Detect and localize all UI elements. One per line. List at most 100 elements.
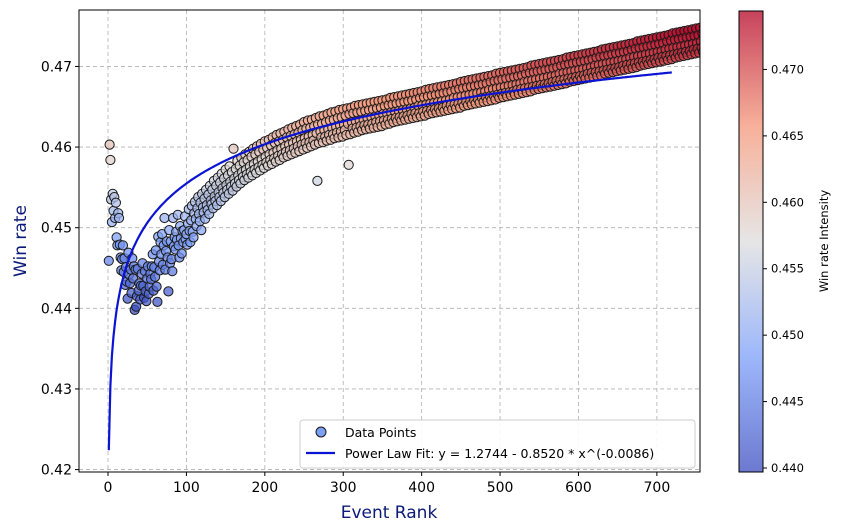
legend: Data Points Power Law Fit: y = 1.2744 - … xyxy=(299,419,696,469)
x-tick-label: 400 xyxy=(408,480,435,496)
data-point xyxy=(104,139,115,150)
data-point xyxy=(703,22,712,31)
data-point xyxy=(702,28,711,37)
x-tick-label: 600 xyxy=(565,480,592,496)
data-point xyxy=(778,5,787,14)
x-tick-label: 100 xyxy=(173,480,200,496)
data-point xyxy=(188,232,199,243)
data-point xyxy=(103,255,114,266)
data-point xyxy=(721,24,730,33)
data-point xyxy=(728,36,737,45)
x-axis-label: Event Rank xyxy=(341,503,438,523)
data-point xyxy=(721,39,730,48)
data-point xyxy=(715,19,724,28)
legend-label-fit-line: Power Law Fit: y = 1.2744 - 0.8520 * x^(… xyxy=(345,446,654,461)
data-point xyxy=(723,18,732,27)
data-point xyxy=(771,20,780,29)
y-tick-label: 0.42 xyxy=(41,463,72,479)
data-point xyxy=(718,43,727,52)
data-point xyxy=(768,27,777,36)
colorbar-tick-label: 0.470 xyxy=(771,62,804,76)
x-tick-label: 0 xyxy=(104,480,113,496)
data-point xyxy=(726,41,735,50)
colorbar: 0.440 0.445 0.450 0.455 0.460 0.465 0.470 Win … xyxy=(738,10,831,475)
data-point xyxy=(775,19,784,28)
colorbar-tick-label: 0.440 xyxy=(771,461,804,475)
data-point xyxy=(110,197,122,208)
x-axis-ticks: 0 100 200 300 400 500 600 700 xyxy=(104,472,670,496)
x-tick-label: 200 xyxy=(251,480,278,496)
data-point xyxy=(729,22,738,31)
data-point xyxy=(717,25,726,34)
data-point xyxy=(152,296,163,307)
fit-line-layer xyxy=(107,71,672,451)
data-point xyxy=(722,42,731,51)
data-point xyxy=(779,18,788,27)
data-point xyxy=(710,44,719,53)
data-point xyxy=(727,17,736,26)
colorbar-label: Win rate Intensity xyxy=(817,190,831,293)
y-tick-label: 0.44 xyxy=(41,301,72,317)
legend-marker-data-points xyxy=(315,426,327,438)
data-point xyxy=(717,39,726,48)
data-point xyxy=(786,17,795,26)
colorbar-tick-label: 0.450 xyxy=(771,328,804,342)
data-point xyxy=(713,40,722,49)
data-point xyxy=(697,28,700,38)
data-point xyxy=(707,21,716,30)
data-point xyxy=(695,36,700,47)
x-tick-label: 300 xyxy=(330,480,357,496)
data-point xyxy=(786,3,795,12)
data-point xyxy=(176,248,187,259)
data-point xyxy=(163,286,174,297)
data-point xyxy=(773,30,782,39)
data-point xyxy=(698,23,700,31)
data-point xyxy=(706,45,715,54)
colorbar-tick-label: 0.445 xyxy=(771,395,804,409)
data-point xyxy=(724,31,733,40)
power-law-fit-line xyxy=(107,71,672,451)
data-point xyxy=(714,43,723,52)
data-points-layer xyxy=(103,2,799,315)
data-point xyxy=(701,43,710,52)
data-point xyxy=(767,21,776,30)
data-point xyxy=(789,26,798,35)
data-point xyxy=(764,14,773,23)
plot-frame xyxy=(78,9,701,473)
data-point xyxy=(703,47,712,56)
data-point xyxy=(711,20,720,29)
data-point xyxy=(167,266,178,277)
data-point xyxy=(730,40,739,49)
colorbar-gradient xyxy=(738,10,764,473)
x-tick-label: 500 xyxy=(487,480,514,496)
data-point xyxy=(768,13,777,22)
legend-box xyxy=(299,419,696,469)
data-point xyxy=(787,23,796,32)
y-tick-label: 0.43 xyxy=(41,382,72,398)
data-point xyxy=(781,28,790,37)
data-point xyxy=(713,26,722,35)
colorbar-tick-label: 0.465 xyxy=(771,129,804,143)
data-point xyxy=(724,37,733,46)
data-point xyxy=(790,2,799,11)
data-point xyxy=(728,30,737,39)
data-point xyxy=(784,9,793,18)
y-axis-label: Win rate xyxy=(11,205,31,277)
data-point xyxy=(782,4,791,13)
data-point xyxy=(228,143,239,154)
data-point xyxy=(710,26,719,35)
data-point xyxy=(774,6,783,15)
data-point xyxy=(719,18,728,27)
data-point xyxy=(105,154,116,166)
data-point xyxy=(196,225,207,236)
data-point xyxy=(772,26,781,35)
colorbar-tick-label: 0.455 xyxy=(771,262,804,276)
data-point xyxy=(776,11,785,20)
y-tick-label: 0.46 xyxy=(41,140,72,156)
data-point xyxy=(765,32,774,41)
data-point xyxy=(709,41,718,50)
data-point xyxy=(785,27,794,36)
data-point xyxy=(779,25,788,34)
data-point xyxy=(716,33,725,42)
